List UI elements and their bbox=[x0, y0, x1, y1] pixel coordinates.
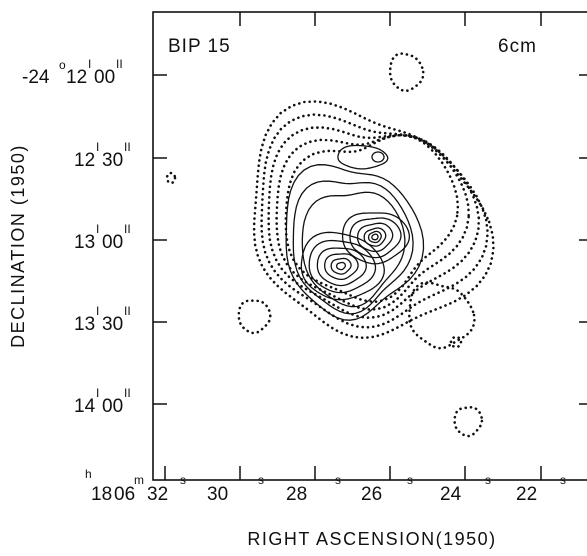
arcmin-symbol: I bbox=[88, 57, 91, 71]
seconds-symbol: s bbox=[180, 473, 186, 487]
solid-contour-0 bbox=[285, 164, 425, 321]
seconds-symbol: s bbox=[258, 473, 264, 487]
x-tick-value: 28 bbox=[286, 484, 307, 505]
solid-peak-1-ring-3 bbox=[363, 227, 387, 247]
solid-contour-lobe bbox=[337, 144, 389, 170]
y-tick-deg: -24 bbox=[22, 67, 50, 88]
arcsec-symbol: II bbox=[124, 140, 131, 154]
arcmin-symbol: I bbox=[96, 386, 99, 400]
y-tick-label-1: 12 I 30 II bbox=[74, 140, 131, 171]
solid-peak-1-ring-4 bbox=[367, 230, 382, 244]
dotted-contour-3 bbox=[275, 133, 471, 311]
arcsec-symbol: II bbox=[116, 57, 123, 71]
x-tick-label-1: 30 s bbox=[207, 473, 264, 505]
solid-contours bbox=[285, 144, 425, 321]
arcsec-symbol: II bbox=[124, 304, 131, 318]
x-tick-label-5: 22 s bbox=[516, 473, 566, 505]
dotted-island-w bbox=[237, 299, 272, 335]
plot-frame bbox=[152, 11, 587, 481]
solid-peak-0-ring-1 bbox=[308, 239, 377, 294]
arcmin-symbol: I bbox=[96, 140, 99, 154]
dotted-contours bbox=[165, 52, 495, 438]
solid-contour-1 bbox=[292, 180, 414, 315]
y-tick-sec: 30 bbox=[102, 314, 123, 335]
arcsec-symbol: II bbox=[124, 222, 131, 236]
x-prefix-minutes: 06 bbox=[114, 484, 135, 505]
x-tick-marks bbox=[164, 12, 542, 480]
dotted-contour-tail bbox=[407, 281, 476, 350]
seconds-symbol: s bbox=[407, 473, 413, 487]
y-axis-label: DECLINATION (1950) bbox=[8, 144, 28, 348]
dotted-island-ne bbox=[388, 52, 425, 93]
dotted-island-tiny bbox=[165, 171, 177, 185]
solid-peak-1-ring-5 bbox=[371, 233, 379, 241]
y-tick-sec: 30 bbox=[102, 150, 123, 171]
seconds-symbol: s bbox=[485, 473, 491, 487]
y-tick-min: 13 bbox=[74, 314, 95, 335]
minute-symbol: m bbox=[134, 473, 144, 487]
y-tick-marks bbox=[153, 74, 587, 405]
solid-peak-1-ring-1 bbox=[349, 217, 402, 259]
seconds-symbol: s bbox=[560, 473, 566, 487]
arcmin-symbol: I bbox=[96, 304, 99, 318]
arcmin-symbol: I bbox=[96, 222, 99, 236]
degree-symbol: o bbox=[59, 58, 66, 72]
x-tick-label-3: 26 s bbox=[361, 473, 413, 505]
y-tick-sec: 00 bbox=[102, 396, 123, 417]
x-tick-value: 22 bbox=[516, 484, 537, 505]
x-tick-value: 26 bbox=[361, 484, 382, 505]
x-axis-label: RIGHT ASCENSION(1950) bbox=[247, 529, 496, 549]
y-tick-min: 12 bbox=[66, 67, 87, 88]
solid-contour-lobe-core bbox=[371, 151, 385, 163]
source-name-label: BIP 15 bbox=[168, 36, 231, 57]
solid-peak-0-ring-4 bbox=[330, 257, 352, 275]
x-tick-value: 30 bbox=[207, 484, 228, 505]
y-tick-sec: 00 bbox=[102, 232, 123, 253]
y-tick-label-4: 14 I 00 II bbox=[74, 386, 131, 417]
solid-peak-1-ring-0 bbox=[341, 212, 411, 265]
y-tick-min: 12 bbox=[74, 150, 95, 171]
y-tick-label-3: 13 I 30 II bbox=[74, 304, 131, 335]
dotted-contour-2 bbox=[267, 126, 481, 320]
solid-peak-0-ring-3 bbox=[324, 253, 359, 281]
solid-peak-0-ring-2 bbox=[316, 247, 367, 287]
y-tick-min: 13 bbox=[74, 232, 95, 253]
wavelength-label: 6cm bbox=[498, 36, 537, 57]
solid-peak-0-ring-0 bbox=[300, 231, 385, 301]
dotted-contour-4 bbox=[284, 133, 460, 304]
seconds-symbol: s bbox=[335, 473, 341, 487]
arcsec-symbol: II bbox=[124, 386, 131, 400]
y-tick-label-2: 13 I 00 II bbox=[74, 222, 131, 253]
solid-peak-0-ring-5 bbox=[336, 261, 347, 271]
hour-symbol: h bbox=[85, 467, 92, 481]
y-tick-sec: 00 bbox=[94, 67, 115, 88]
solid-contour-2 bbox=[301, 191, 406, 308]
x-tick-value: 24 bbox=[440, 484, 462, 505]
x-tick-value: 32 bbox=[147, 484, 168, 505]
solid-peak-1-ring-2 bbox=[356, 222, 394, 253]
x-tick-label-2: 28 s bbox=[286, 473, 341, 505]
dotted-island-dot bbox=[449, 335, 463, 349]
dotted-contour-1 bbox=[260, 113, 490, 329]
x-prefix-hours: 18 bbox=[91, 484, 112, 505]
dotted-island-s bbox=[453, 406, 484, 438]
y-tick-label-0: -24 o 12 I 00 II bbox=[22, 57, 123, 88]
dotted-contour-0 bbox=[252, 100, 495, 340]
x-tick-label-0: h 18 06 m 32 s bbox=[85, 467, 186, 505]
y-tick-min: 14 bbox=[74, 396, 96, 417]
x-tick-label-4: 24 s bbox=[440, 473, 491, 505]
